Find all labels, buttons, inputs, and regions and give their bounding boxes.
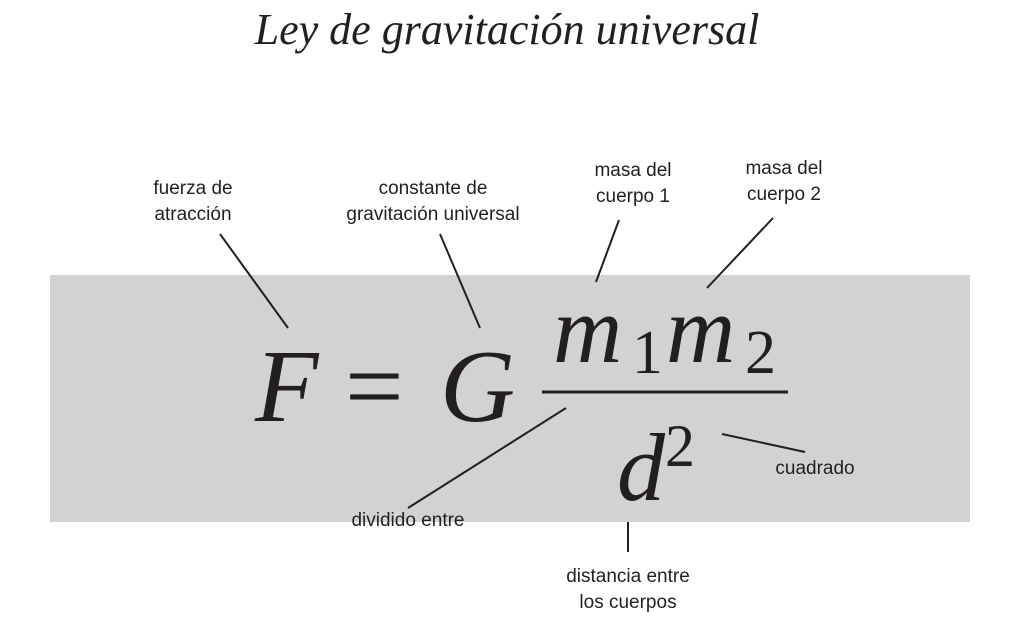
leader-force [219,233,289,329]
mass-1-symbol: m [553,276,623,383]
leader-mass-2 [706,217,774,289]
equals-sign: = [345,329,404,444]
diagram-title: Ley de gravitación universal [254,5,760,54]
formula-band [50,275,970,522]
label-divided: dividido entre [351,510,465,531]
leader-mass-1 [595,219,620,283]
distance-exponent: 2 [665,413,695,479]
mass-2-symbol: m [666,276,736,383]
mass-2-subscript: 2 [745,319,776,387]
leader-squared [721,433,806,453]
distance-symbol: d [617,414,665,521]
label-constant: constante de gravitación universal [346,178,520,225]
label-mass-2: masa del cuerpo 2 [745,158,823,205]
label-squared: cuadrado [775,458,855,479]
mass-1-subscript: 1 [632,319,663,387]
label-distance: distancia entre los cuerpos [566,566,690,613]
gravitational-constant-symbol: G [440,329,516,444]
label-force: fuerza de atracción [153,178,233,225]
leader-constant [439,233,481,329]
label-mass-1: masa del cuerpo 1 [594,160,672,207]
force-symbol: F [255,329,319,444]
leader-divided [407,407,567,509]
